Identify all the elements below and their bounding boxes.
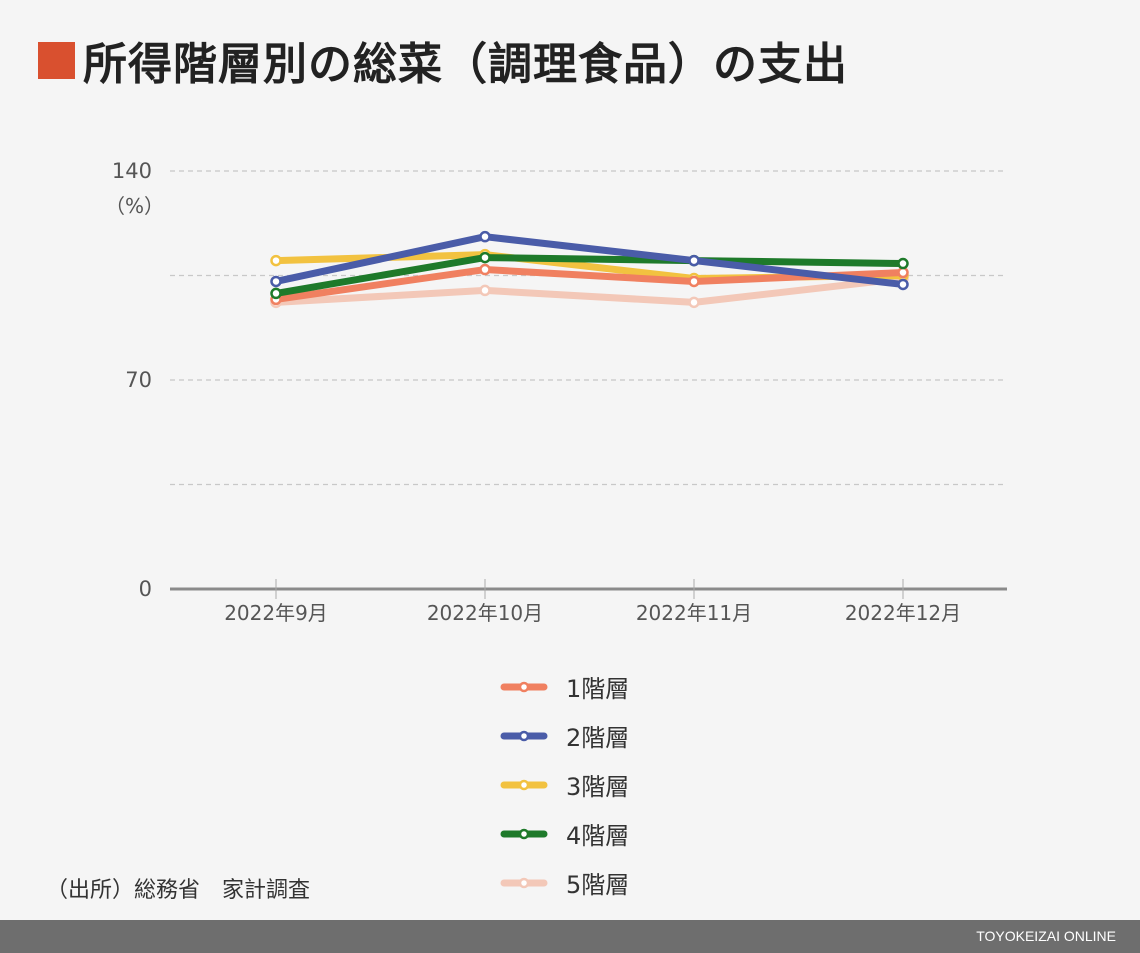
x-axis: [170, 579, 1007, 599]
x-tick-label: 2022年9月: [224, 601, 328, 625]
legend-label: 2階層: [566, 724, 630, 752]
title-block: 所得階層別の総菜（調理食品）の支出: [38, 28, 848, 92]
series-1: [270, 263, 909, 306]
legend-item: 5階層: [500, 858, 629, 907]
data-point: [479, 263, 491, 276]
x-tick-label: 2022年12月: [845, 601, 961, 625]
legend-swatch: [500, 874, 548, 892]
title-accent-square: [38, 41, 75, 79]
series-line: [272, 233, 907, 288]
legend-label: 4階層: [566, 822, 630, 850]
data-point: [688, 254, 700, 267]
legend-label: 1階層: [566, 675, 630, 703]
series-line: [272, 266, 907, 303]
grid-lines: [170, 170, 1007, 486]
data-point: [270, 287, 282, 300]
series-line: [272, 254, 907, 297]
data-point: [897, 257, 909, 270]
legend: 1階層 2階層 3階層 4階層 5階層: [500, 662, 629, 907]
series-lines: [270, 230, 909, 309]
source-note: （出所）総務省 家計調査: [46, 878, 311, 903]
footer-brand: TOYOKEIZAI ONLINE: [976, 928, 1116, 944]
legend-swatch: [500, 678, 548, 696]
data-point: [479, 230, 491, 243]
legend-item: 2階層: [500, 711, 629, 760]
y-tick-label: 70: [125, 368, 152, 392]
x-tick-label: 2022年10月: [427, 601, 543, 625]
x-tick-label: 2022年11月: [636, 601, 752, 625]
data-point: [688, 275, 700, 288]
y-tick-label: 0: [139, 577, 152, 601]
legend-swatch: [500, 776, 548, 794]
data-point: [688, 296, 700, 309]
legend-label: 5階層: [566, 871, 630, 899]
series-line: [272, 274, 907, 306]
data-point: [897, 266, 909, 279]
y-axis-unit-label: （%）: [105, 194, 164, 218]
y-axis-ticks: 0 70 140: [112, 159, 152, 601]
chart-title: 所得階層別の総菜（調理食品）の支出: [83, 39, 848, 90]
series-2: [270, 230, 909, 291]
footer-bar: TOYOKEIZAI ONLINE: [0, 920, 1140, 953]
legend-item: 3階層: [500, 760, 629, 809]
data-point: [270, 275, 282, 288]
data-point: [479, 251, 491, 264]
legend-swatch: [500, 727, 548, 745]
legend-item: 1階層: [500, 662, 629, 711]
data-point: [270, 254, 282, 267]
data-point: [479, 284, 491, 297]
legend-label: 3階層: [566, 773, 630, 801]
legend-swatch: [500, 825, 548, 843]
data-point: [897, 278, 909, 291]
y-tick-label: 140: [112, 159, 152, 183]
x-axis-ticks: 2022年9月 2022年10月 2022年11月 2022年12月: [224, 601, 961, 625]
legend-item: 4階層: [500, 809, 629, 858]
